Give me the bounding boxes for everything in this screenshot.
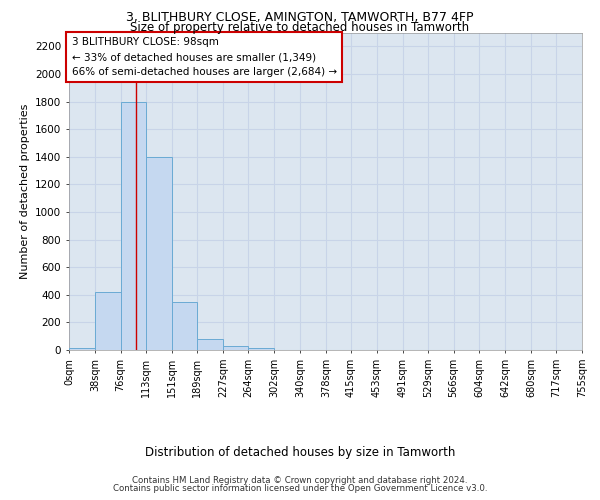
Bar — [121, 102, 146, 350]
Text: Contains HM Land Registry data © Crown copyright and database right 2024.: Contains HM Land Registry data © Crown c… — [132, 476, 468, 485]
Bar — [95, 292, 121, 350]
Text: Contains public sector information licensed under the Open Government Licence v3: Contains public sector information licen… — [113, 484, 487, 493]
Bar — [223, 346, 248, 350]
Bar — [197, 339, 223, 350]
Bar — [146, 156, 172, 350]
Bar — [69, 348, 95, 350]
Bar — [248, 348, 274, 350]
Bar — [172, 302, 197, 350]
Text: Size of property relative to detached houses in Tamworth: Size of property relative to detached ho… — [130, 21, 470, 34]
Y-axis label: Number of detached properties: Number of detached properties — [20, 104, 29, 279]
Text: 3, BLITHBURY CLOSE, AMINGTON, TAMWORTH, B77 4FP: 3, BLITHBURY CLOSE, AMINGTON, TAMWORTH, … — [126, 11, 474, 24]
Text: Distribution of detached houses by size in Tamworth: Distribution of detached houses by size … — [145, 446, 455, 459]
Text: 3 BLITHBURY CLOSE: 98sqm
← 33% of detached houses are smaller (1,349)
66% of sem: 3 BLITHBURY CLOSE: 98sqm ← 33% of detach… — [71, 38, 337, 77]
